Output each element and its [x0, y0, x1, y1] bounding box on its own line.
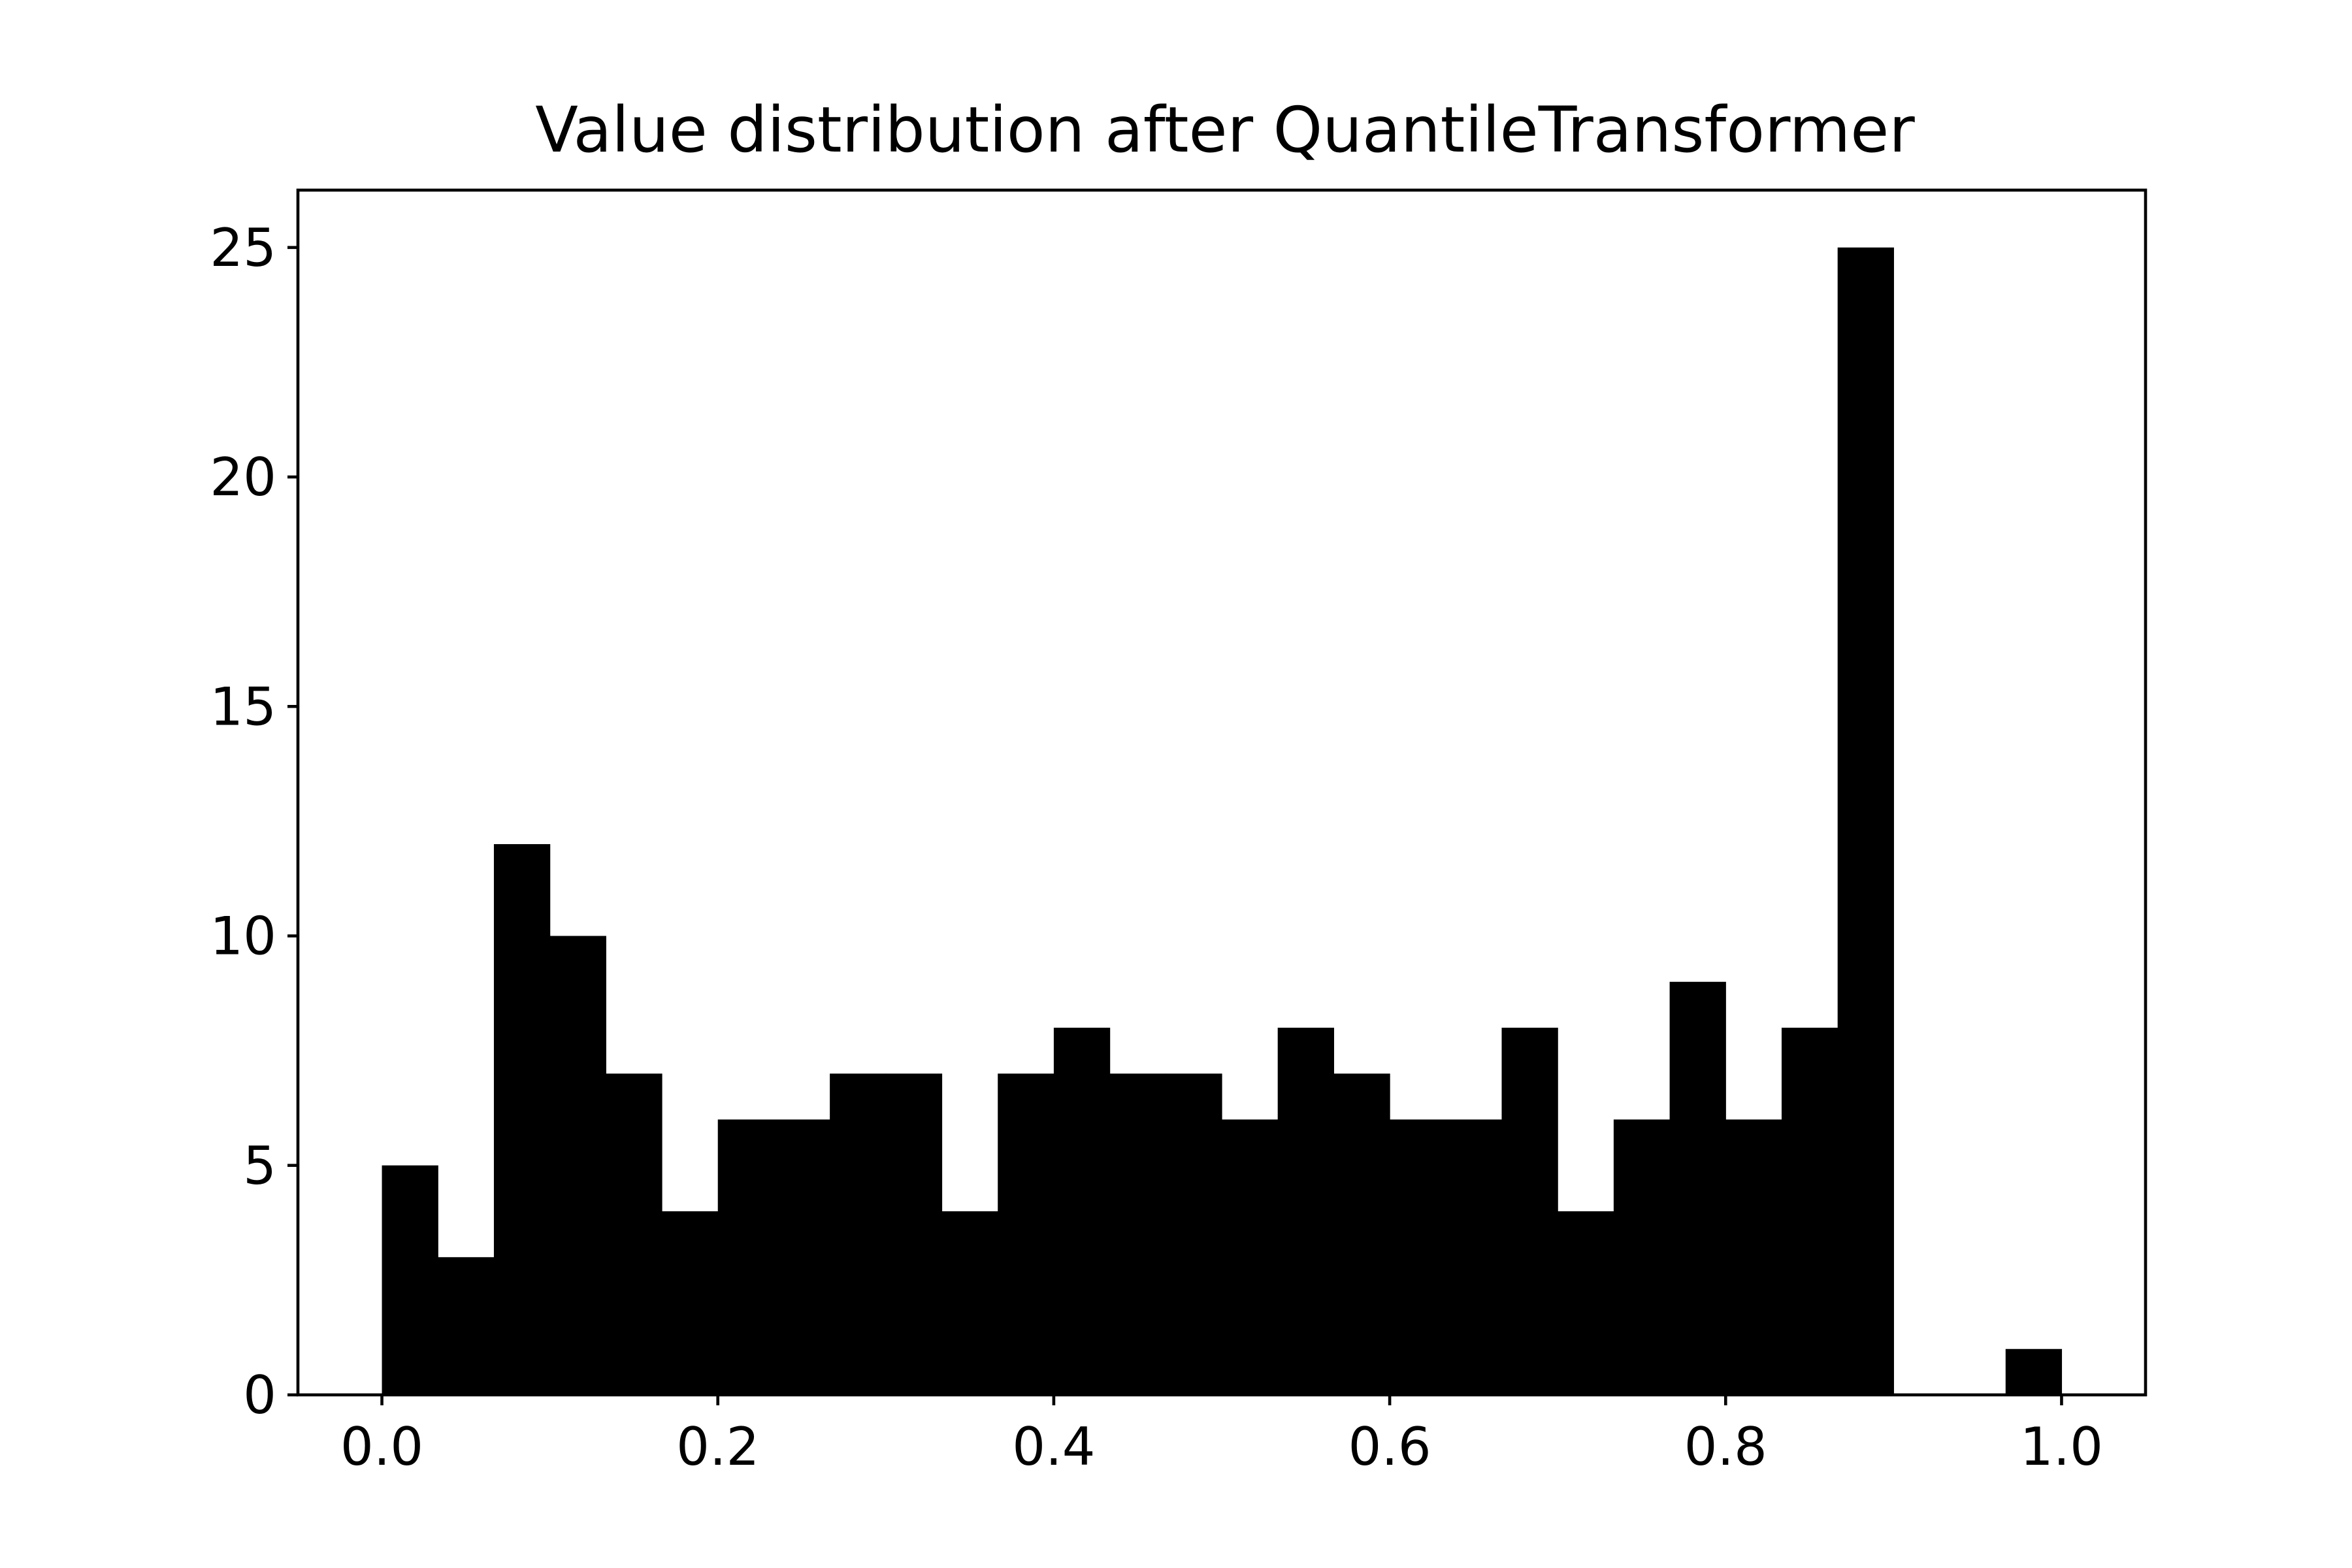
histogram-bar-1 — [438, 1257, 495, 1395]
histogram-bar-10 — [941, 1211, 998, 1395]
x-tick-label: 0.8 — [1684, 1416, 1767, 1477]
histogram-bar-18 — [1390, 1119, 1446, 1395]
x-axis-ticks: 0.0 0.2 0.4 0.6 0.8 1.0 — [340, 1395, 2103, 1477]
histogram-bar-20 — [1501, 1028, 1558, 1395]
histogram-bar-29 — [2005, 1348, 2063, 1395]
histogram-bar-8 — [830, 1073, 887, 1395]
x-tick-label: 1.0 — [2020, 1416, 2103, 1477]
y-tick-label: 0 — [243, 1365, 276, 1426]
y-tick-label: 20 — [210, 447, 276, 508]
histogram-bar-13 — [1109, 1073, 1166, 1395]
chart-title: Value distribution after QuantileTransfo… — [535, 93, 1915, 167]
bars-layer — [382, 247, 2063, 1395]
histogram-bar-19 — [1445, 1119, 1503, 1395]
axes-frame — [296, 188, 2148, 1397]
x-tick-label: 0.4 — [1012, 1416, 1095, 1477]
histogram-bar-5 — [662, 1211, 719, 1395]
histogram-bar-6 — [717, 1119, 775, 1395]
y-tick-label: 25 — [210, 218, 276, 278]
histogram-bar-17 — [1333, 1073, 1390, 1395]
histogram-bar-21 — [1558, 1211, 1614, 1395]
y-tick-label: 5 — [243, 1135, 276, 1196]
histogram-bar-26 — [1837, 247, 1894, 1395]
x-tick-label: 0.6 — [1348, 1416, 1431, 1477]
histogram-bar-9 — [885, 1073, 943, 1395]
histogram-bar-0 — [382, 1165, 438, 1395]
x-tick-label: 0.0 — [340, 1416, 423, 1477]
histogram-bar-2 — [493, 844, 551, 1395]
histogram-bar-3 — [549, 936, 606, 1395]
histogram-bar-7 — [774, 1119, 830, 1395]
histogram-bar-11 — [998, 1073, 1054, 1395]
histogram-bar-25 — [1781, 1028, 1838, 1395]
y-tick-label: 10 — [210, 906, 276, 967]
histogram-bar-16 — [1277, 1028, 1334, 1395]
x-tick-label: 0.2 — [676, 1416, 759, 1477]
histogram-bar-14 — [1166, 1073, 1222, 1395]
y-tick-label: 15 — [210, 676, 276, 737]
histogram-bar-15 — [1222, 1119, 1279, 1395]
histogram-bar-24 — [1725, 1119, 1782, 1395]
histogram-bar-4 — [606, 1073, 662, 1395]
histogram-bar-12 — [1053, 1028, 1111, 1395]
histogram-bar-22 — [1613, 1119, 1671, 1395]
y-axis-ticks: 0 5 10 15 20 25 — [210, 218, 298, 1426]
histogram-bar-23 — [1669, 981, 1726, 1395]
